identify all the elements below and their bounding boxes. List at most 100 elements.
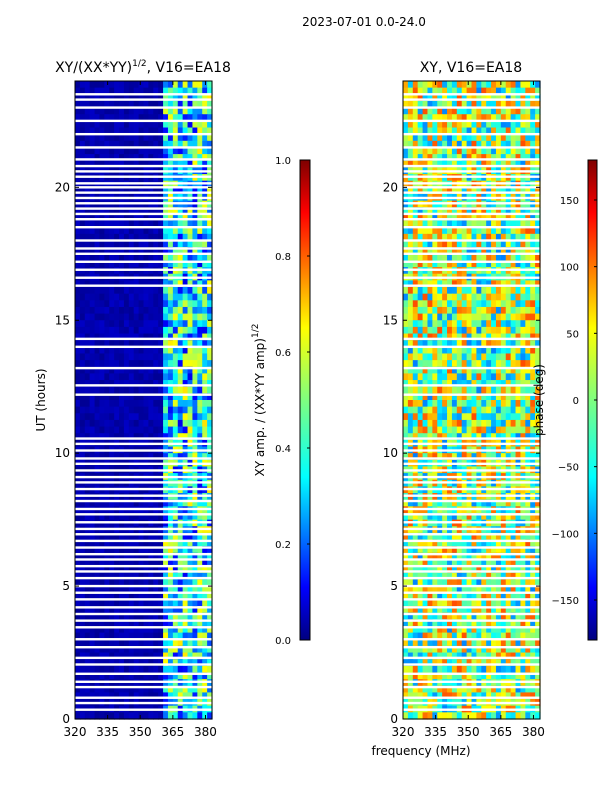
heatmap-cell — [114, 160, 120, 168]
heatmap-cell — [407, 134, 414, 142]
heatmap-cell — [158, 619, 164, 627]
heatmap-cell — [128, 280, 135, 288]
heatmap-cell — [148, 300, 154, 308]
heatmap-cell — [182, 532, 189, 541]
heatmap-cell — [505, 326, 512, 335]
heatmap-cell — [104, 280, 110, 288]
heatmap-cell — [412, 546, 419, 554]
heatmap-cell — [432, 586, 438, 594]
heatmap-cell — [172, 81, 179, 89]
heatmap-cell — [471, 433, 477, 441]
heatmap-cell — [128, 386, 135, 394]
heatmap-cell — [525, 253, 531, 262]
heatmap-cell — [114, 499, 120, 507]
heatmap-cell — [515, 313, 522, 321]
heatmap-cell — [197, 400, 203, 408]
heatmap-cell — [437, 120, 443, 129]
heatmap-cell — [530, 333, 536, 341]
heatmap-cell — [437, 187, 443, 195]
flagged-row — [75, 612, 212, 616]
heatmap-cell — [412, 140, 419, 149]
heatmap-cell — [495, 233, 502, 242]
heatmap-cell — [163, 160, 169, 168]
heatmap-cell — [525, 499, 531, 507]
heatmap-cell — [476, 366, 482, 375]
heatmap-cell — [94, 380, 101, 388]
heatmap-cell — [192, 512, 198, 521]
heatmap-cell — [75, 187, 81, 195]
heatmap-cell — [163, 592, 169, 600]
heatmap-cell — [128, 692, 135, 700]
flagged-row — [75, 462, 212, 465]
heatmap-cell — [153, 227, 159, 235]
heatmap-cell — [148, 592, 154, 600]
heatmap-cell — [461, 572, 468, 581]
heatmap-cell — [123, 260, 130, 268]
heatmap-cell — [128, 579, 135, 587]
heatmap-cell — [437, 100, 443, 109]
heatmap-cell — [167, 433, 174, 441]
heatmap-cell — [143, 692, 149, 700]
heatmap-cell — [167, 227, 174, 235]
heatmap-cell — [172, 107, 179, 115]
heatmap-cell — [177, 546, 184, 554]
heatmap-cell — [158, 346, 164, 355]
heatmap-cell — [466, 572, 473, 581]
heatmap-cell — [207, 546, 213, 554]
heatmap-cell — [177, 366, 184, 375]
heatmap-cell — [172, 419, 179, 428]
heatmap-cell — [530, 187, 536, 195]
heatmap-cell — [143, 559, 149, 567]
heatmap-cell — [177, 606, 184, 614]
heatmap-cell — [505, 406, 512, 414]
heatmap-cell — [427, 280, 433, 288]
heatmap-cell — [486, 154, 492, 162]
heatmap-cell — [79, 207, 86, 215]
heatmap-cell — [138, 612, 145, 620]
heatmap-cell — [177, 320, 184, 328]
heatmap-cell — [94, 406, 101, 414]
heatmap-cell — [447, 313, 453, 321]
heatmap-cell — [471, 220, 477, 228]
heatmap-cell — [192, 413, 198, 421]
heatmap-cell — [148, 692, 154, 700]
heatmap-cell — [163, 293, 169, 301]
heatmap-cell — [75, 366, 81, 375]
heatmap-cell — [417, 419, 424, 428]
heatmap-cell — [197, 453, 203, 461]
heatmap-cell — [442, 127, 448, 135]
heatmap-cell — [177, 87, 184, 95]
heatmap-cell — [422, 240, 429, 248]
heatmap-cell — [481, 87, 487, 95]
heatmap-cell — [123, 207, 130, 215]
heatmap-cell — [114, 81, 120, 89]
heatmap-cell — [119, 333, 125, 341]
heatmap-cell — [207, 134, 213, 142]
heatmap-cell — [207, 552, 213, 561]
heatmap-cell — [417, 426, 424, 434]
heatmap-cell — [158, 360, 164, 368]
heatmap-cell — [520, 120, 526, 129]
colorbar-tick-label: 0.6 — [275, 348, 291, 359]
heatmap-cell — [500, 566, 507, 574]
heatmap-cell — [407, 187, 414, 195]
heatmap-cell — [123, 353, 130, 361]
heatmap-cell — [148, 120, 154, 129]
heatmap-cell — [138, 632, 145, 640]
heatmap-cell — [505, 100, 512, 109]
heatmap-cell — [437, 366, 443, 375]
heatmap-cell — [412, 433, 419, 441]
flagged-row — [75, 252, 212, 255]
heatmap-cell — [466, 579, 473, 587]
heatmap-cell — [114, 599, 120, 607]
heatmap-cell — [505, 419, 512, 428]
heatmap-cell — [202, 539, 208, 547]
heatmap-cell — [148, 406, 154, 414]
heatmap-cell — [143, 619, 149, 627]
heatmap-cell — [167, 619, 174, 627]
heatmap-cell — [114, 100, 120, 109]
heatmap-cell — [495, 100, 502, 109]
heatmap-cell — [177, 280, 184, 288]
heatmap-cell — [466, 213, 473, 222]
heatmap-cell — [447, 532, 453, 541]
